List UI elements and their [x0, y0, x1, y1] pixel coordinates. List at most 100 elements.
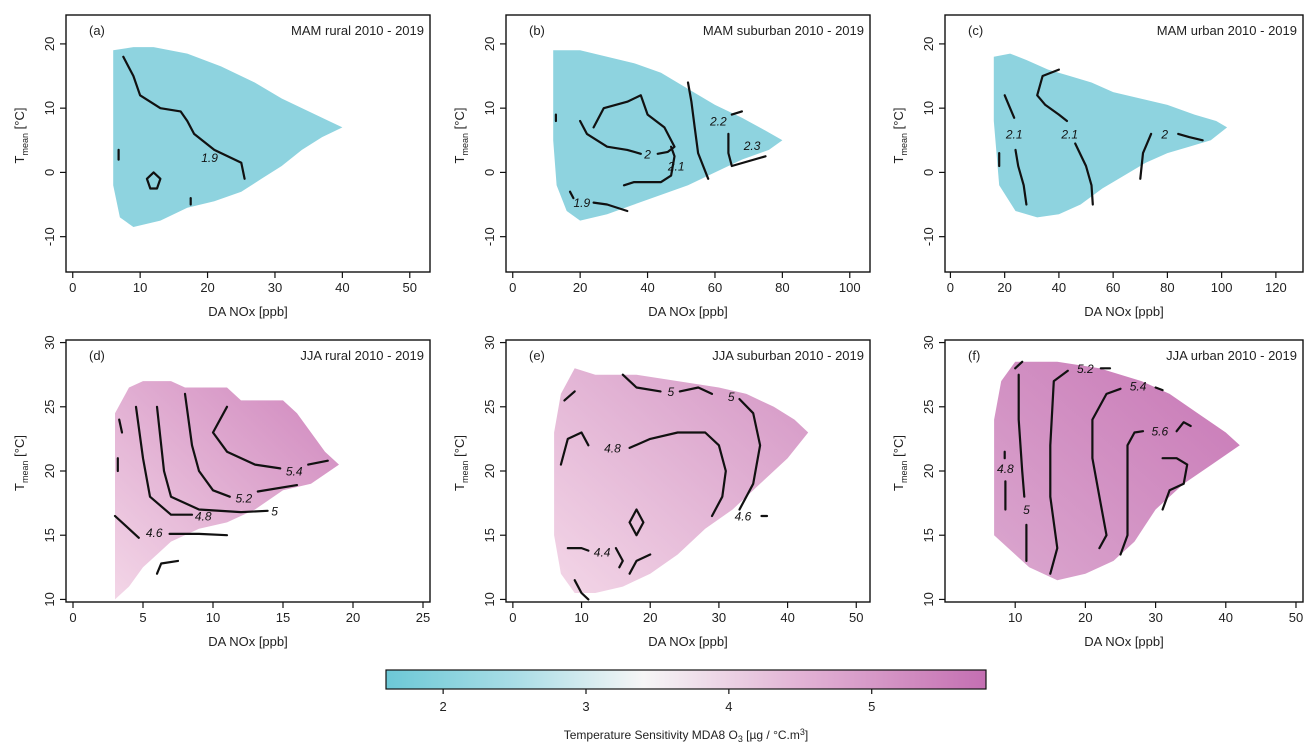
- x-axis-label: DA NOx [ppb]: [208, 634, 287, 649]
- y-tick-label: 30: [42, 335, 57, 349]
- plot-frame: [505, 14, 871, 273]
- contour-line: [1154, 386, 1164, 392]
- y-tick-label: 10: [482, 101, 497, 115]
- y-tick-label: -10: [482, 227, 497, 246]
- contour-line: [1014, 148, 1028, 206]
- y-tick-label: 25: [921, 400, 936, 414]
- contour-label: 1.9: [201, 151, 218, 165]
- y-axis-label: Tmean [°C]: [12, 435, 30, 491]
- contour-label: 5.2: [235, 491, 252, 505]
- contour-line: [628, 553, 652, 575]
- data-region: [993, 53, 1228, 218]
- x-tick-label: 20: [573, 280, 587, 295]
- panel-title: MAM suburban 2010 - 2019: [703, 23, 864, 38]
- panel-title: MAM urban 2010 - 2019: [1157, 23, 1297, 38]
- panel-title: JJA urban 2010 - 2019: [1166, 348, 1297, 363]
- contour-line: [621, 373, 662, 393]
- panel-title: JJA rural 2010 - 2019: [300, 348, 424, 363]
- contour-line: [145, 171, 162, 190]
- contour-label: 2.3: [743, 139, 761, 153]
- panel-label: (b): [529, 23, 545, 38]
- colorbar-tick-label: 3: [582, 699, 589, 714]
- contour-line: [727, 132, 767, 168]
- contour-line: [1036, 68, 1069, 123]
- y-tick-label: 10: [42, 592, 57, 606]
- contour-line: [118, 418, 124, 434]
- contour-line: [592, 201, 629, 213]
- contour-label: 5.4: [1130, 380, 1147, 394]
- y-tick-label: -10: [42, 227, 57, 246]
- contour-line: [1014, 360, 1024, 370]
- x-tick-label: 60: [1106, 280, 1120, 295]
- data-region: [115, 381, 339, 600]
- y-tick-label: 20: [482, 37, 497, 51]
- contour-line: [1119, 430, 1145, 556]
- x-tick-label: 0: [509, 280, 516, 295]
- contour-label: 5.2: [1077, 362, 1094, 376]
- contour-line: [566, 547, 590, 552]
- x-tick-label: 30: [1148, 610, 1162, 625]
- data-region: [554, 368, 809, 593]
- x-tick-label: 60: [708, 280, 722, 295]
- contour-line: [1049, 369, 1069, 575]
- y-tick-label: -10: [921, 227, 936, 246]
- x-tick-label: 10: [1008, 610, 1022, 625]
- colorbar-scale: [385, 669, 987, 690]
- contour-label: 5: [667, 385, 674, 399]
- contour-line: [573, 579, 590, 601]
- contour-label: 5.6: [1151, 425, 1168, 439]
- x-tick-label: 40: [1052, 280, 1066, 295]
- contour-line: [678, 386, 714, 395]
- y-tick-label: 20: [42, 464, 57, 478]
- contour-label: 2.1: [1060, 127, 1078, 141]
- contour-label: 4.6: [146, 526, 163, 540]
- x-tick-label: 15: [276, 610, 290, 625]
- contour-line: [628, 508, 645, 537]
- x-tick-label: 0: [947, 280, 954, 295]
- x-tick-label: 20: [997, 280, 1011, 295]
- contour-line: [614, 547, 624, 569]
- x-tick-label: 10: [206, 610, 220, 625]
- colorbar: 2 3 4 5 Temperature Sensitivity MDA8 O3 [µg …: [385, 669, 987, 744]
- contour-label: 2: [643, 147, 651, 161]
- contour-line: [1074, 142, 1094, 206]
- contour-line: [1177, 132, 1204, 142]
- panel-a: 1.9 0 10 20 30 40 50 -10 0 10 20 (a) MAM rural 2010 …: [12, 14, 431, 319]
- contour-label: 4.8: [195, 509, 212, 523]
- panel-title: JJA suburban 2010 - 2019: [712, 348, 864, 363]
- y-tick-label: 10: [921, 101, 936, 115]
- contour-line: [579, 119, 642, 155]
- y-tick-label: 15: [482, 528, 497, 542]
- x-tick-label: 30: [268, 280, 282, 295]
- contour-line: [568, 190, 575, 200]
- contour-line: [730, 110, 743, 116]
- panel-d: 5.4 5.2 5 4.8 4.6 0 5 10 15 20 25 10 15 20 25 30 (d) JJA …: [12, 335, 431, 649]
- contour-label: 4.6: [735, 509, 752, 523]
- x-tick-label: 40: [780, 610, 794, 625]
- contour-line: [1017, 373, 1026, 498]
- x-tick-label: 10: [133, 280, 147, 295]
- contour-line: [307, 459, 329, 466]
- x-tick-label: 20: [200, 280, 214, 295]
- y-tick-label: 10: [921, 592, 936, 606]
- x-tick-label: 30: [712, 610, 726, 625]
- panel-label: (e): [529, 348, 545, 363]
- contour-label: 5: [728, 390, 735, 404]
- y-tick-label: 20: [482, 464, 497, 478]
- panel-label: (d): [89, 348, 105, 363]
- colorbar-tick-label: 2: [440, 699, 447, 714]
- x-tick-label: 100: [839, 280, 861, 295]
- colorbar-tick-label: 5: [868, 699, 875, 714]
- contour-line: [155, 559, 180, 575]
- x-axis-label: DA NOx [ppb]: [208, 304, 287, 319]
- x-tick-label: 50: [1289, 610, 1303, 625]
- contour-label: 5: [271, 504, 278, 518]
- x-tick-label: 10: [574, 610, 588, 625]
- x-tick-label: 20: [643, 610, 657, 625]
- x-tick-label: 0: [69, 610, 76, 625]
- y-tick-label: 15: [921, 528, 936, 542]
- y-axis-label: Tmean [°C]: [891, 108, 909, 164]
- contour-line: [1139, 132, 1153, 180]
- contour-label: 2: [1160, 127, 1168, 141]
